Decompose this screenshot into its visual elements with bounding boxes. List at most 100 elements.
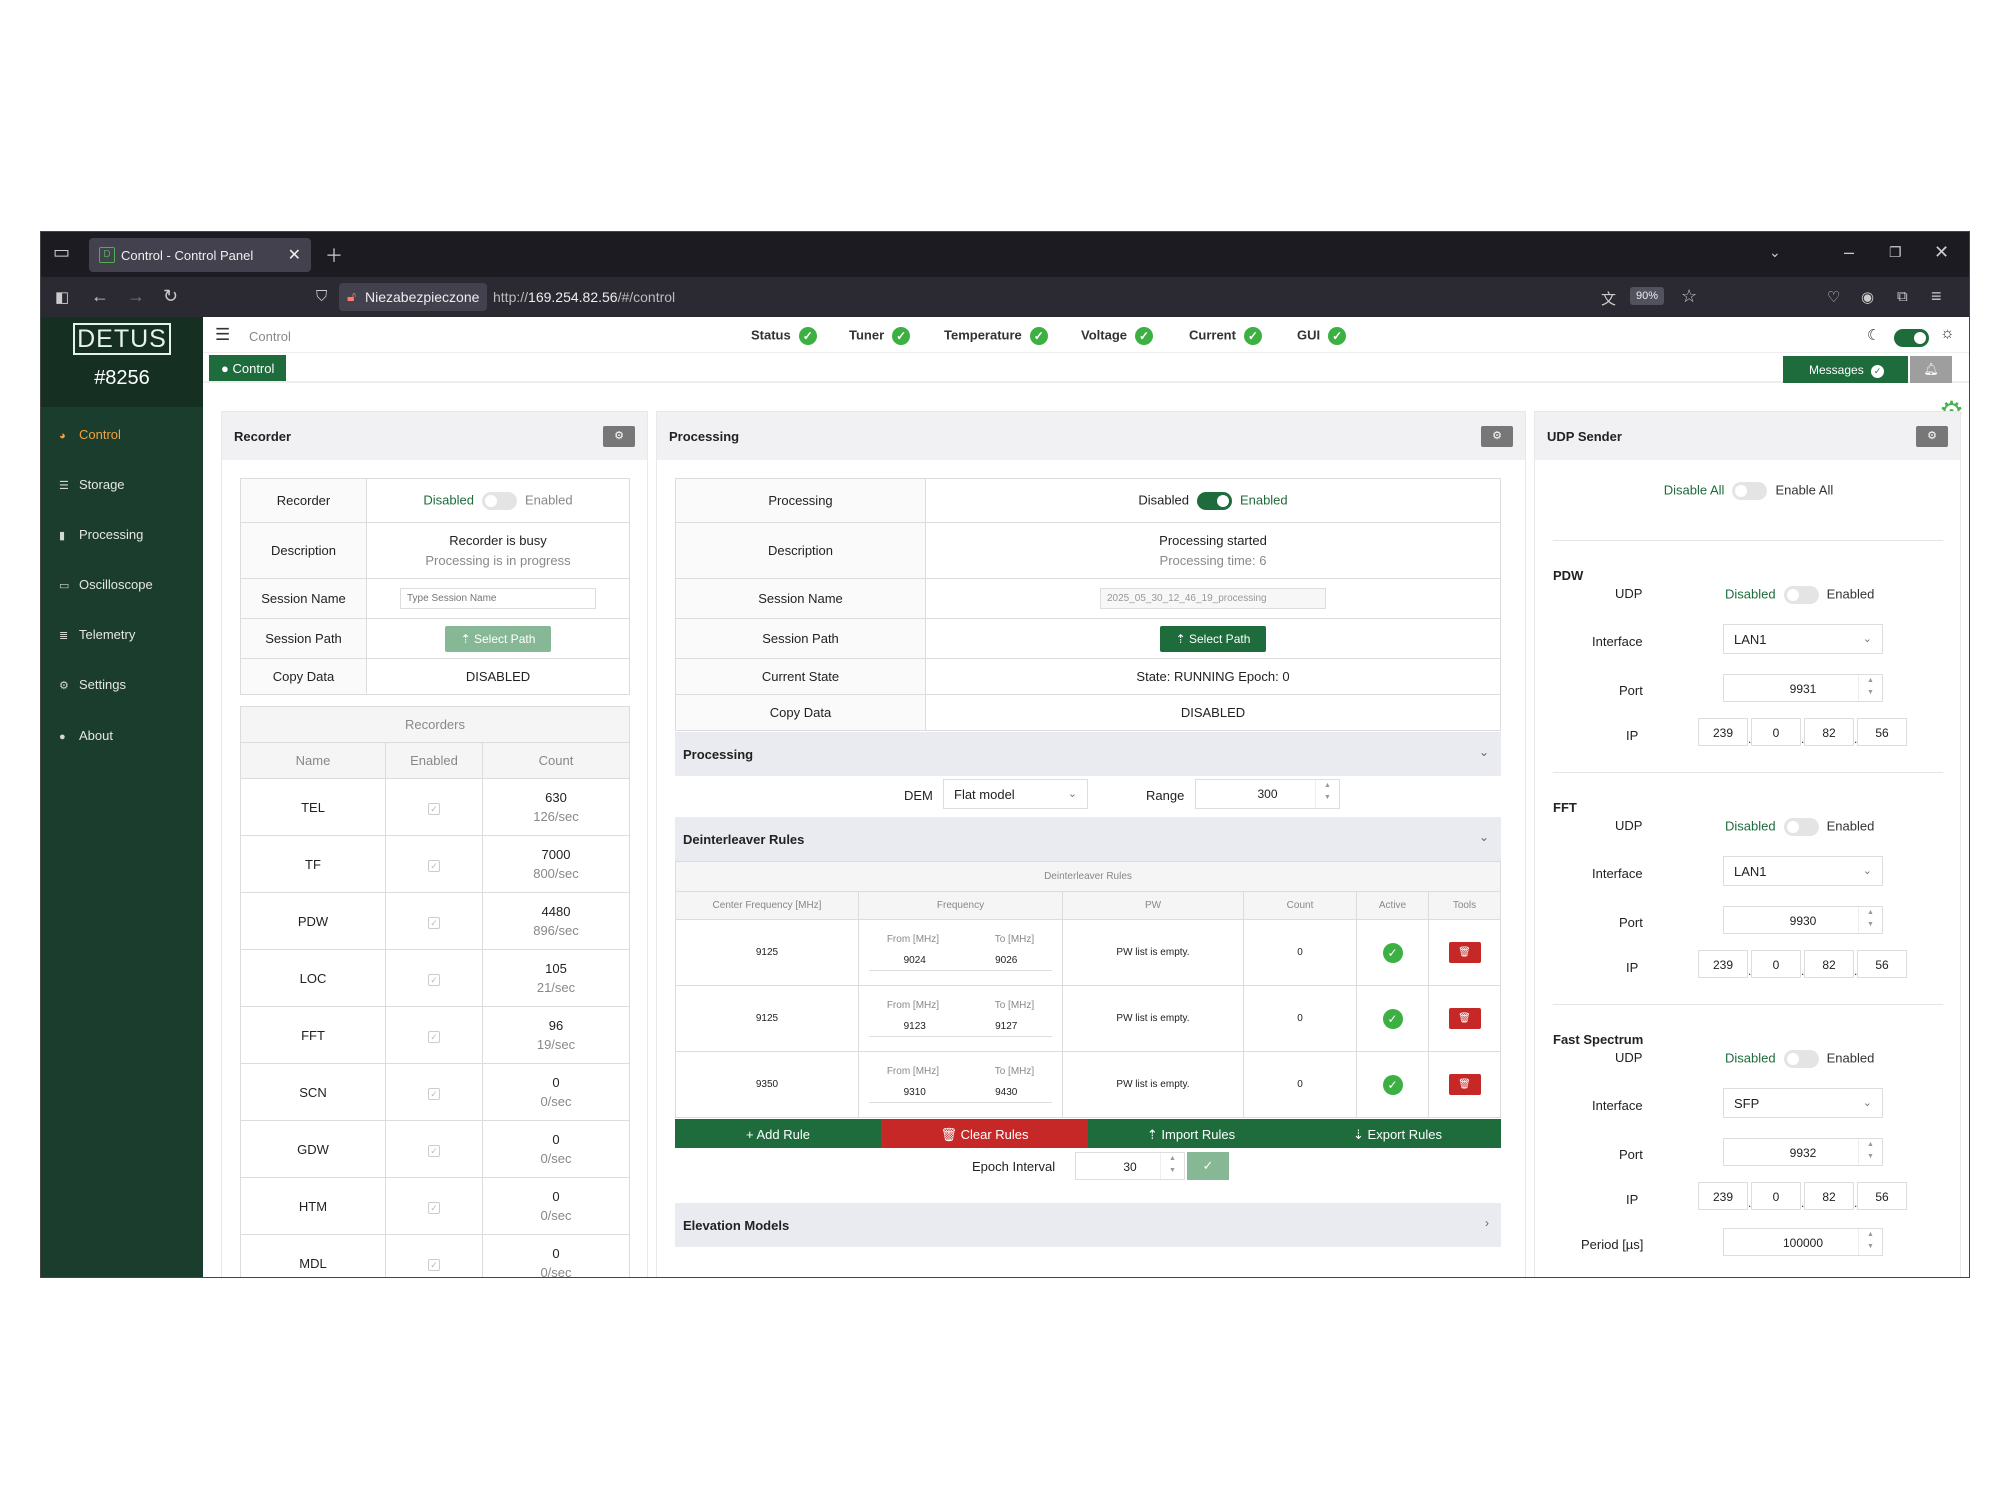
- ip-octet-input[interactable]: 56: [1857, 950, 1907, 978]
- menu-icon[interactable]: ≡: [1931, 286, 1942, 306]
- range-input[interactable]: 300 ▲ ▼: [1195, 779, 1340, 809]
- interface-select[interactable]: SFP ⌄: [1723, 1088, 1883, 1118]
- ip-octet-input[interactable]: 0: [1751, 718, 1801, 746]
- panel-settings-button[interactable]: ⚙: [603, 426, 635, 447]
- session-name-field[interactable]: 2025_05_30_12_46_19_processing: [1100, 588, 1326, 609]
- zoom-badge[interactable]: 90%: [1630, 287, 1665, 305]
- account-icon[interactable]: ◉: [1861, 289, 1875, 306]
- url-bar[interactable]: http://169.254.82.56/#/control: [493, 289, 675, 305]
- minimize-icon[interactable]: –: [1844, 242, 1855, 262]
- active-check-icon[interactable]: ✓: [1382, 1074, 1403, 1095]
- period-input[interactable]: 100000 ▲ ▼: [1723, 1228, 1883, 1256]
- user-icon[interactable]: ♙: [1969, 321, 1970, 350]
- select-path-button[interactable]: ⇡ Select Path: [444, 625, 552, 652]
- extensions-icon[interactable]: ⧉: [1897, 288, 1908, 305]
- session-name-input[interactable]: [400, 588, 596, 609]
- stepper-icon[interactable]: ▲ ▼: [1858, 675, 1882, 701]
- from-value[interactable]: 9123: [903, 1021, 926, 1032]
- interface-select[interactable]: LAN1 ⌄: [1723, 856, 1883, 886]
- recorder-enabled-checkbox[interactable]: ✓: [428, 859, 440, 872]
- elevation-section-header[interactable]: Elevation Models ›: [675, 1203, 1501, 1247]
- stepper-icon[interactable]: ▲ ▼: [1160, 1153, 1184, 1179]
- ip-octet-input[interactable]: 56: [1857, 718, 1907, 746]
- back-icon[interactable]: ←: [91, 286, 109, 306]
- status-indicator-temperature[interactable]: Temperature ✓: [944, 327, 1048, 345]
- to-value[interactable]: 9026: [995, 955, 1018, 966]
- add-rule-button[interactable]: + Add Rule: [675, 1119, 881, 1148]
- close-tab-icon[interactable]: ✕: [287, 247, 301, 264]
- select-path-button[interactable]: ⇡ Select Path: [1159, 625, 1267, 652]
- window-close-icon[interactable]: ✕: [1934, 242, 1950, 262]
- ip-octet-input[interactable]: 239: [1698, 1182, 1748, 1210]
- panel-settings-button[interactable]: ⚙: [1481, 426, 1513, 447]
- stepper-icon[interactable]: ▲ ▼: [1858, 907, 1882, 933]
- from-value[interactable]: 9310: [903, 1087, 926, 1098]
- processing-toggle[interactable]: [1196, 491, 1232, 510]
- dem-select[interactable]: Flat model ⌄: [943, 779, 1088, 809]
- all-udp-toggle[interactable]: [1732, 482, 1768, 500]
- export-rules-button[interactable]: ⇣ Export Rules: [1294, 1119, 1501, 1148]
- clear-rules-button[interactable]: 🗑︎ Clear Rules: [881, 1119, 1088, 1148]
- udp-toggle[interactable]: [1783, 586, 1819, 604]
- sidebar-item-control[interactable]: ◕ Control: [59, 427, 121, 442]
- reload-icon[interactable]: ↻: [163, 286, 179, 306]
- udp-toggle[interactable]: [1783, 1050, 1819, 1068]
- theme-toggle[interactable]: [1894, 329, 1929, 347]
- status-indicator-voltage[interactable]: Voltage ✓: [1081, 327, 1153, 345]
- pocket-icon[interactable]: ♡: [1827, 289, 1841, 306]
- ip-octet-input[interactable]: 239: [1698, 950, 1748, 978]
- delete-rule-button[interactable]: 🗑︎: [1448, 1008, 1481, 1029]
- interface-select[interactable]: LAN1 ⌄: [1723, 624, 1883, 654]
- apply-epoch-button[interactable]: ✓: [1187, 1152, 1229, 1180]
- recorder-enabled-checkbox[interactable]: ✓: [428, 1030, 440, 1043]
- port-input[interactable]: 9931 ▲ ▼: [1723, 674, 1883, 702]
- stepper-icon[interactable]: ▲ ▼: [1858, 1139, 1882, 1165]
- sidebar-toggle-icon[interactable]: ◧: [55, 289, 70, 306]
- recorder-enabled-checkbox[interactable]: ✓: [428, 1144, 440, 1157]
- bookmark-star-icon[interactable]: ☆: [1681, 286, 1698, 306]
- tab-control[interactable]: ● Control: [209, 355, 287, 381]
- insecure-badge[interactable]: 🔓︎ Niezabezpieczone: [339, 283, 488, 311]
- epoch-interval-input[interactable]: 30 ▲ ▼: [1075, 1152, 1185, 1180]
- ip-octet-input[interactable]: 56: [1857, 1182, 1907, 1210]
- recorder-enabled-checkbox[interactable]: ✓: [428, 1258, 440, 1271]
- sidebar-item-processing[interactable]: ▮ Processing: [59, 527, 143, 542]
- translate-icon[interactable]: 文: [1601, 291, 1617, 308]
- messages-button[interactable]: Messages ✓: [1783, 356, 1908, 383]
- recorder-enabled-checkbox[interactable]: ✓: [428, 916, 440, 929]
- ip-octet-input[interactable]: 0: [1751, 950, 1801, 978]
- shield-icon[interactable]: ⛉: [316, 288, 328, 305]
- ip-octet-input[interactable]: 82: [1804, 1182, 1854, 1210]
- panel-settings-button[interactable]: ⚙: [1916, 426, 1948, 447]
- tab-overview-icon[interactable]: ▭: [53, 242, 71, 262]
- recorder-enabled-checkbox[interactable]: ✓: [428, 802, 440, 815]
- active-check-icon[interactable]: ✓: [1382, 942, 1403, 963]
- delete-rule-button[interactable]: 🗑︎: [1448, 1074, 1481, 1095]
- stepper-icon[interactable]: ▲ ▼: [1315, 780, 1339, 808]
- active-check-icon[interactable]: ✓: [1382, 1008, 1403, 1029]
- to-value[interactable]: 9127: [995, 1021, 1018, 1032]
- ip-octet-input[interactable]: 82: [1804, 718, 1854, 746]
- port-input[interactable]: 9930 ▲ ▼: [1723, 906, 1883, 934]
- from-value[interactable]: 9024: [903, 955, 926, 966]
- recorder-toggle[interactable]: [481, 491, 517, 510]
- processing-section-header[interactable]: Processing ⌄: [675, 732, 1501, 776]
- recorder-enabled-checkbox[interactable]: ✓: [428, 1201, 440, 1214]
- ip-octet-input[interactable]: 239: [1698, 718, 1748, 746]
- sidebar-item-settings[interactable]: ⚙ Settings: [59, 677, 126, 692]
- browser-tab[interactable]: D Control - Control Panel ✕: [89, 238, 311, 272]
- import-rules-button[interactable]: ⇡ Import Rules: [1088, 1119, 1294, 1148]
- recorder-enabled-checkbox[interactable]: ✓: [428, 1087, 440, 1100]
- forward-icon[interactable]: →: [127, 286, 145, 306]
- tab-list-icon[interactable]: ⌄: [1769, 244, 1781, 260]
- sidebar-item-storage[interactable]: ☰ Storage: [59, 477, 125, 492]
- ip-octet-input[interactable]: 82: [1804, 950, 1854, 978]
- udp-toggle[interactable]: [1783, 818, 1819, 836]
- sidebar-item-oscilloscope[interactable]: ▭ Oscilloscope: [59, 577, 153, 592]
- status-indicator-current[interactable]: Current ✓: [1189, 327, 1262, 345]
- hamburger-icon[interactable]: ☰: [215, 325, 231, 344]
- status-indicator-status[interactable]: Status ✓: [751, 327, 817, 345]
- status-indicator-gui[interactable]: GUI ✓: [1297, 327, 1347, 345]
- status-indicator-tuner[interactable]: Tuner ✓: [849, 327, 911, 345]
- to-value[interactable]: 9430: [995, 1087, 1018, 1098]
